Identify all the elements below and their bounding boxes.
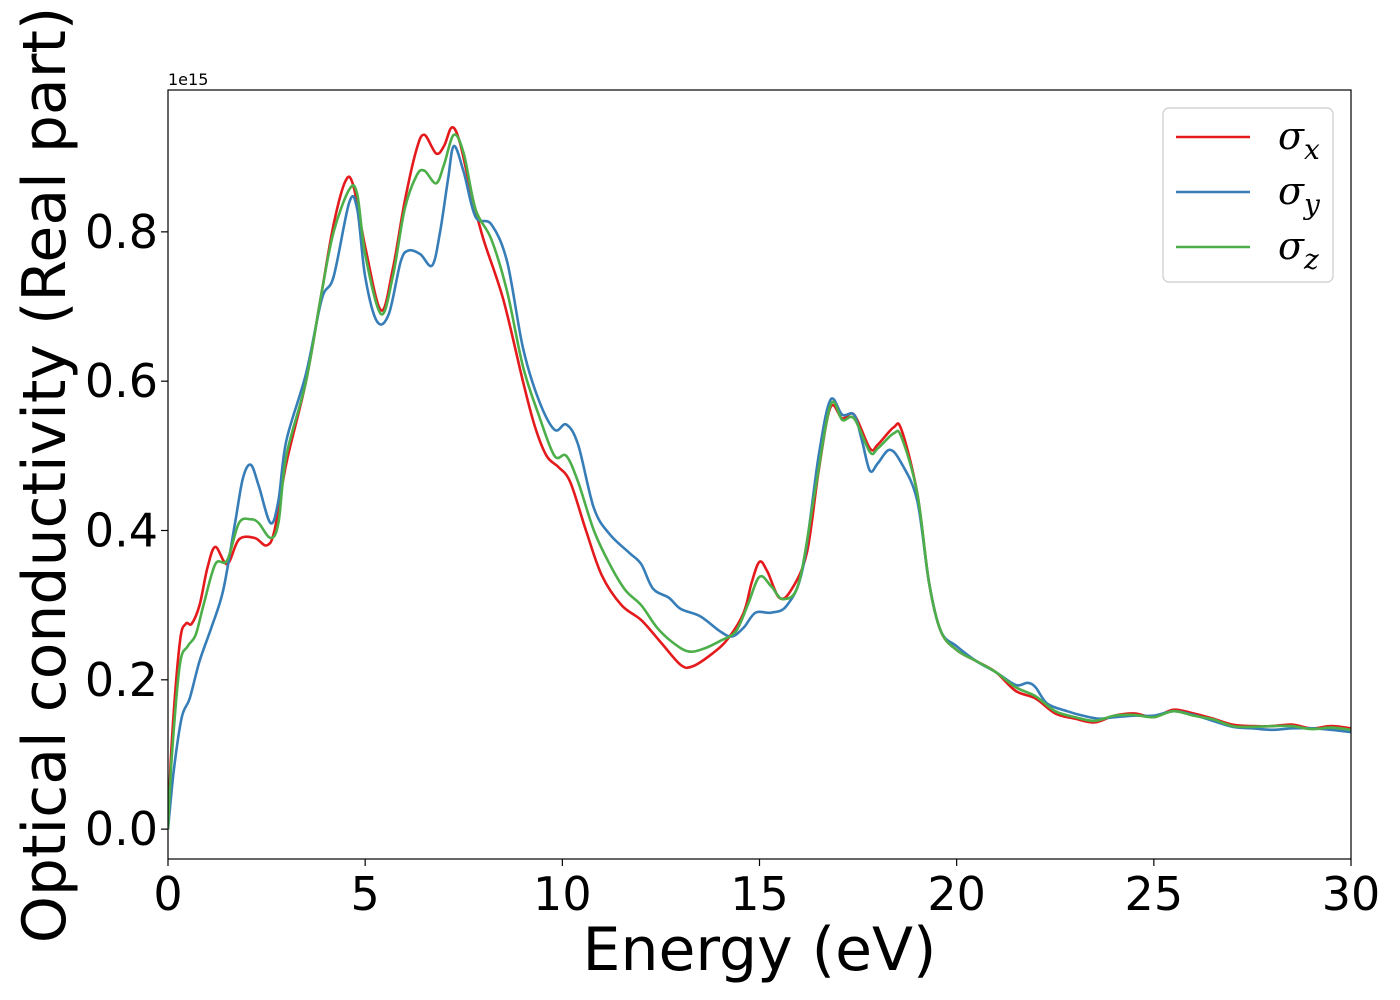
y-axis-title: Optical conductivity (Real part) bbox=[10, 7, 80, 944]
y-tick-label: 0.4 bbox=[85, 503, 158, 557]
legend-label-z: σz bbox=[1278, 224, 1319, 276]
y-offset-label: 1e15 bbox=[168, 70, 208, 89]
x-tick-label: 15 bbox=[730, 867, 789, 921]
x-tick-label: 25 bbox=[1125, 867, 1184, 921]
series-line-z bbox=[168, 133, 1351, 830]
x-tick-label: 0 bbox=[153, 867, 182, 921]
x-axis-title: Energy (eV) bbox=[583, 915, 937, 985]
x-axis: 0 5 10 15 20 25 30 bbox=[153, 859, 1380, 921]
x-tick-label: 20 bbox=[927, 867, 986, 921]
x-tick-label: 10 bbox=[533, 867, 592, 921]
x-tick-label: 30 bbox=[1322, 867, 1381, 921]
y-axis: 0.0 0.2 0.4 0.6 0.8 bbox=[85, 205, 168, 856]
legend-label-x: σx bbox=[1278, 114, 1320, 166]
legend-label-y: σy bbox=[1278, 169, 1321, 221]
y-tick-label: 0.6 bbox=[85, 354, 158, 408]
legend-box bbox=[1162, 107, 1334, 283]
series-layer bbox=[168, 126, 1351, 830]
y-tick-label: 0.8 bbox=[85, 205, 158, 259]
y-tick-label: 0.2 bbox=[85, 653, 158, 707]
y-tick-label: 0.0 bbox=[85, 802, 158, 856]
x-tick-label: 5 bbox=[351, 867, 380, 921]
